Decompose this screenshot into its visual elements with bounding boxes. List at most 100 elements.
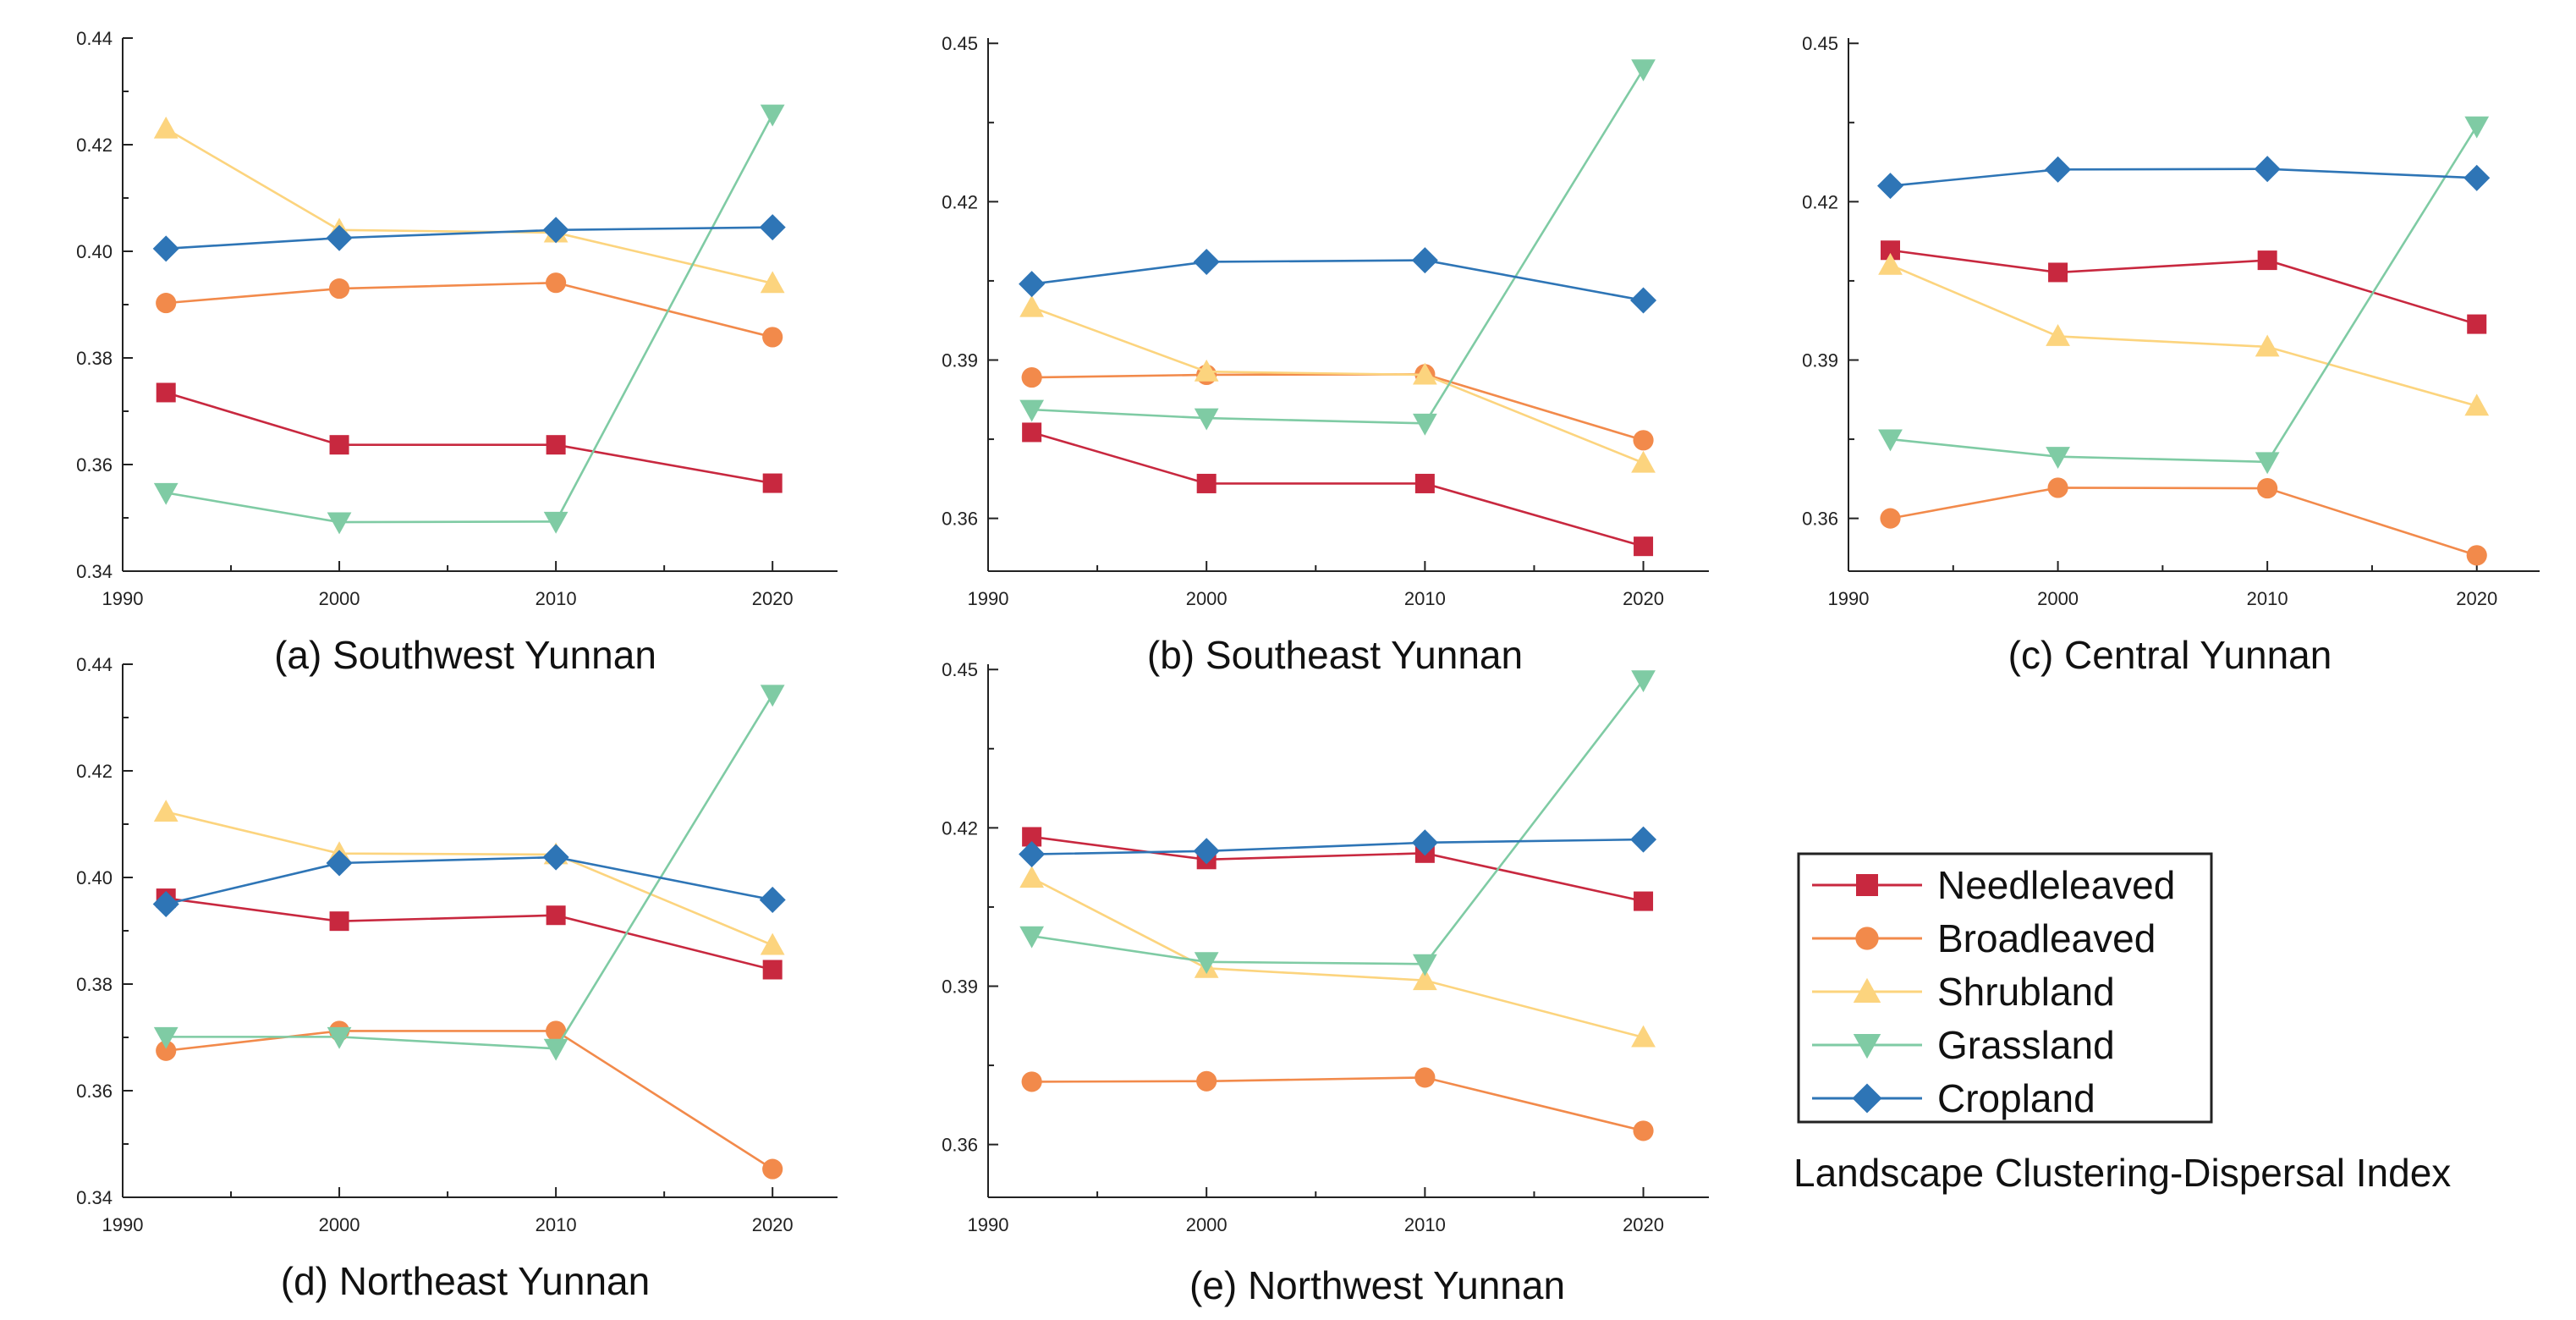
panel-title: (c) Central Yunnan — [2008, 633, 2332, 677]
panel-title: (b) Southeast Yunnan — [1147, 633, 1523, 677]
data-point-cropland — [2254, 156, 2281, 183]
data-point-needleleaved — [1414, 473, 1435, 493]
panel-title: (e) Northwest Yunnan — [1189, 1263, 1565, 1307]
data-point-needleleaved — [1634, 891, 1654, 911]
data-point-broadleaved — [546, 272, 567, 294]
data-point-grassland — [2464, 116, 2490, 139]
y-tick-label: 0.44 — [76, 654, 113, 675]
data-point-grassland — [1412, 954, 1437, 976]
y-tick-label: 0.44 — [76, 28, 113, 49]
data-point-shrubland — [2255, 334, 2280, 357]
series-line-cropland — [166, 226, 773, 250]
x-tick-label: 2000 — [319, 588, 360, 609]
data-point-shrubland — [1878, 252, 1903, 275]
legend: Needleleaved Broadleaved Shrubland Grasslan… — [1797, 852, 2213, 1124]
series-line-broadleaved — [1031, 373, 1644, 442]
data-point-broadleaved — [1633, 430, 1654, 451]
x-tick-label: 1990 — [102, 588, 144, 609]
series-line-cropland — [1031, 259, 1644, 302]
data-point-cropland — [759, 214, 786, 241]
data-point-needleleaved — [2257, 250, 2277, 271]
panel-title: (a) Southwest Yunnan — [274, 633, 656, 677]
data-point-grassland — [760, 104, 785, 127]
y-tick-label: 0.34 — [76, 1187, 113, 1208]
series-line-broadleaved — [166, 281, 773, 338]
legend-marker-needleleaved — [1856, 874, 1878, 896]
x-tick-label: 1990 — [1828, 588, 1870, 609]
chart-panel-1: 0.34 0.36 0.38 0.40 0.42 0.44 1990 2000 2010 2020… — [76, 28, 838, 677]
y-tick-label: 0.34 — [76, 561, 113, 582]
data-point-shrubland — [1019, 866, 1045, 888]
data-point-shrubland — [153, 116, 179, 139]
data-point-broadleaved — [328, 278, 350, 300]
x-tick-label: 2020 — [1623, 588, 1664, 609]
data-point-cropland — [542, 217, 569, 244]
data-point-grassland — [1194, 408, 1219, 431]
chart-panel-4: 0.34 0.36 0.38 0.40 0.42 0.44 1990 2000 2010 2020… — [76, 654, 838, 1303]
series-line-cropland — [1031, 838, 1644, 855]
legend-marker-broadleaved — [1855, 927, 1879, 950]
legend-marker-grassland — [1853, 1034, 1881, 1059]
series-line-needleleaved — [1031, 835, 1644, 903]
data-point-cropland — [326, 224, 353, 251]
series-line-grassland — [1031, 679, 1645, 965]
series-line-broadleaved — [1031, 1076, 1644, 1132]
data-point-needleleaved — [1022, 422, 1042, 443]
series-line-needleleaved — [165, 391, 773, 485]
data-point-grassland — [543, 511, 568, 534]
data-point-broadleaved — [1196, 1070, 1217, 1092]
data-point-cropland — [2045, 156, 2072, 183]
series-line-shrubland — [165, 127, 773, 285]
series-line-grassland — [1890, 125, 2478, 464]
data-point-grassland — [1412, 413, 1437, 436]
y-tick-label: 0.36 — [76, 1081, 113, 1102]
data-point-broadleaved — [2257, 477, 2278, 499]
data-point-broadleaved — [1880, 508, 1901, 529]
x-tick-label: 2000 — [2037, 588, 2079, 609]
data-point-broadleaved — [1414, 1067, 1436, 1088]
data-point-broadleaved — [1633, 1120, 1654, 1141]
data-point-shrubland — [2046, 324, 2070, 346]
y-tick-label: 0.40 — [76, 241, 113, 262]
series-line-needleleaved — [1031, 431, 1644, 547]
data-point-cropland — [542, 844, 569, 871]
y-tick-label: 0.42 — [1802, 191, 1838, 212]
y-tick-label: 0.36 — [1802, 509, 1838, 530]
series-line-shrubland — [165, 811, 773, 947]
series-line-shrubland — [1031, 877, 1644, 1039]
data-point-cropland — [1876, 173, 1904, 200]
data-point-needleleaved — [1881, 240, 1901, 261]
legend-label-cropland: Cropland — [1937, 1076, 2095, 1120]
data-point-broadleaved — [2047, 477, 2068, 498]
legend-items: Needleleaved Broadleaved Shrubland Grasslan… — [1812, 863, 2175, 1120]
series-line-grassland — [166, 694, 774, 1050]
data-point-cropland — [1193, 838, 1220, 865]
data-point-shrubland — [153, 800, 179, 822]
legend-label-grassland: Grassland — [1937, 1023, 2115, 1067]
data-point-needleleaved — [762, 473, 783, 493]
data-point-broadleaved — [2466, 545, 2487, 566]
data-point-grassland — [327, 512, 352, 535]
y-tick-label: 0.38 — [76, 348, 113, 369]
data-point-grassland — [1878, 429, 1903, 452]
data-point-grassland — [760, 685, 785, 707]
x-tick-label: 2000 — [1186, 1214, 1228, 1235]
data-point-shrubland — [1631, 450, 1656, 473]
data-point-cropland — [2463, 164, 2491, 191]
data-point-needleleaved — [2467, 314, 2487, 334]
data-point-grassland — [1631, 670, 1656, 693]
data-point-shrubland — [1631, 1025, 1656, 1048]
data-point-shrubland — [2464, 393, 2490, 416]
data-point-cropland — [1019, 271, 1046, 298]
data-point-cropland — [326, 850, 353, 877]
data-point-needleleaved — [546, 435, 566, 455]
y-tick-label: 0.42 — [76, 135, 113, 156]
data-point-grassland — [327, 1026, 352, 1049]
x-tick-label: 1990 — [968, 588, 1009, 609]
data-point-shrubland — [1412, 968, 1437, 991]
series-line-grassland — [1031, 69, 1645, 425]
legend-label-needleleaved: Needleleaved — [1937, 863, 2175, 907]
series-line-grassland — [165, 113, 774, 524]
x-tick-label: 2020 — [2456, 588, 2497, 609]
